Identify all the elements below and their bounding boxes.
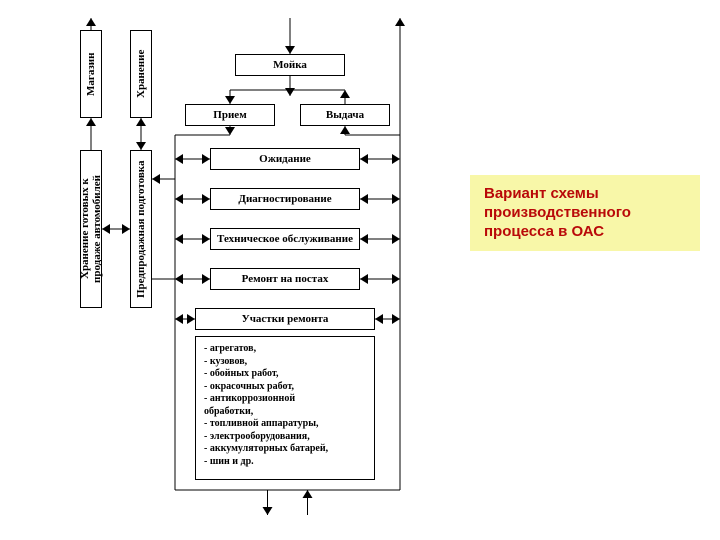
list-item: - шин и др.: [204, 456, 366, 469]
node-uchastki-list: - агрегатов,- кузовов,- обойных работ,- …: [195, 336, 375, 480]
list-item: - окрасочных работ,: [204, 381, 366, 394]
list-item: - антикоррозионной: [204, 393, 366, 406]
node-magazin: Магазин: [80, 30, 102, 118]
node-vydacha: Выдача: [300, 104, 390, 126]
node-uchastki-header: Участки ремонта: [195, 308, 375, 330]
list-item: - топливной аппаратуры,: [204, 418, 366, 431]
list-item: обработки,: [204, 406, 366, 419]
diagram-caption: Вариант схемы производственного процесса…: [470, 175, 700, 251]
list-item: - кузовов,: [204, 356, 366, 369]
list-item: - электрооборудования,: [204, 431, 366, 444]
node-predprod: Предпродажная подготовка: [130, 150, 152, 308]
list-item: - аккумуляторных батарей,: [204, 443, 366, 456]
list-item: - обойных работ,: [204, 368, 366, 381]
node-priem: Прием: [185, 104, 275, 126]
node-hran-got: Хранение готовых к продаже автомобилей: [80, 150, 102, 308]
node-to: Техническое обслуживание: [210, 228, 360, 250]
node-ozhid: Ожидание: [210, 148, 360, 170]
node-moika: Мойка: [235, 54, 345, 76]
caption-text: Вариант схемы производственного процесса…: [484, 185, 631, 240]
node-hranenie: Хранение: [130, 30, 152, 118]
node-diag: Диагностирование: [210, 188, 360, 210]
node-remont: Ремонт на постах: [210, 268, 360, 290]
list-item: - агрегатов,: [204, 343, 366, 356]
